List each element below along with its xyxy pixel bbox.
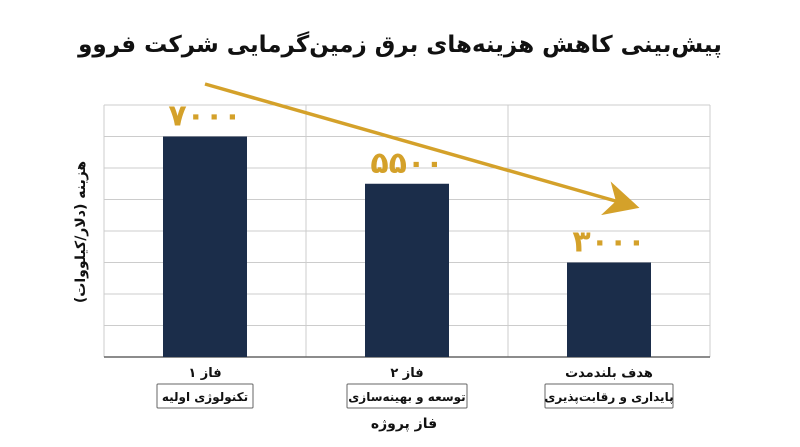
bars <box>163 136 651 357</box>
bar <box>567 262 651 357</box>
subcategory-box <box>156 383 254 409</box>
bar <box>365 183 449 357</box>
bar <box>163 136 247 357</box>
chart-title: پیش‌بینی کاهش هزینه‌های برق زمین‌گرمایی … <box>77 31 722 58</box>
subcategory-box <box>544 383 674 409</box>
category-label: فاز ۲ <box>390 366 423 381</box>
y-axis-label: هزینه (دلار/کیلووات) <box>73 161 89 303</box>
trend-arrow <box>204 82 640 216</box>
bar-value-label: ۳۰۰۰ <box>572 225 645 260</box>
subcategory-label: پایداری و رقابت‌پذیری <box>544 390 673 405</box>
labels: ۷۰۰۰ فاز ۱ تکنولوژی اولیه ۵۵۰۰ فاز ۲ توسعه و … <box>156 99 674 409</box>
bar-value-label: ۷۰۰۰ <box>168 99 241 134</box>
category-label: فاز ۱ <box>188 366 221 381</box>
subcategory-label: توسعه و بهینه‌سازی <box>348 390 465 405</box>
bar-value-label: ۵۵۰۰ <box>370 146 443 181</box>
x-axis-label: فاز پروژه <box>371 416 437 432</box>
subcategory-label: تکنولوژی اولیه <box>162 390 248 405</box>
category-label: هدف بلندمدت <box>565 366 653 381</box>
subcategory-box <box>346 383 468 409</box>
